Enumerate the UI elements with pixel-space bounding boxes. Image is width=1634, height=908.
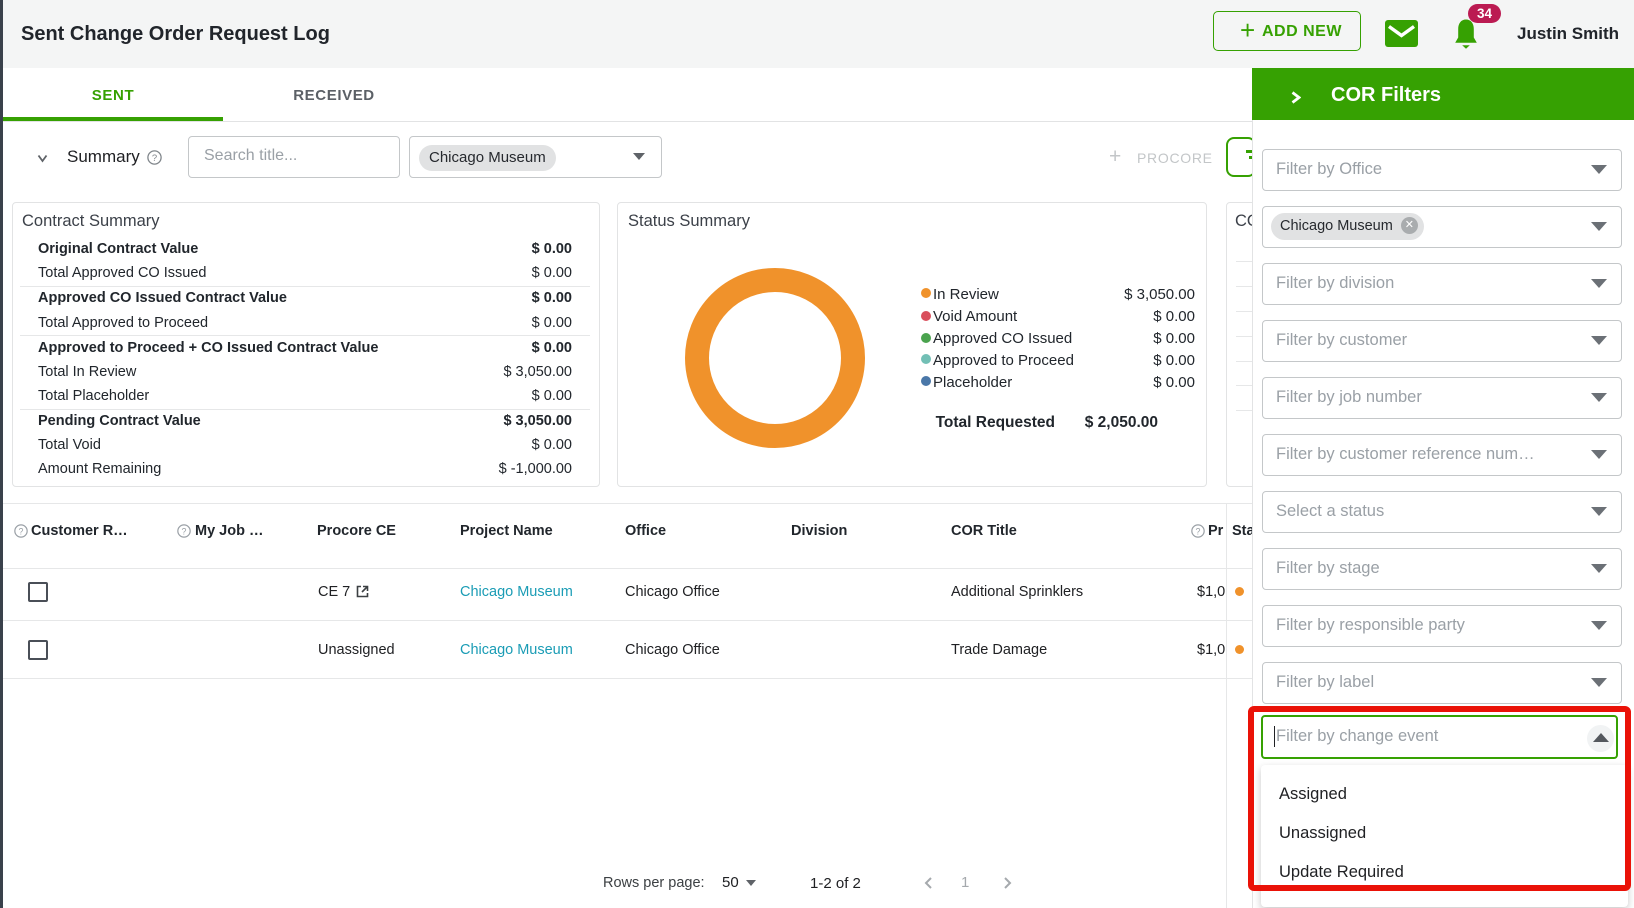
svg-text:?: ? <box>182 526 187 536</box>
svg-text:?: ? <box>152 153 157 164</box>
svg-text:?: ? <box>19 526 24 536</box>
svg-text:?: ? <box>1196 526 1201 536</box>
